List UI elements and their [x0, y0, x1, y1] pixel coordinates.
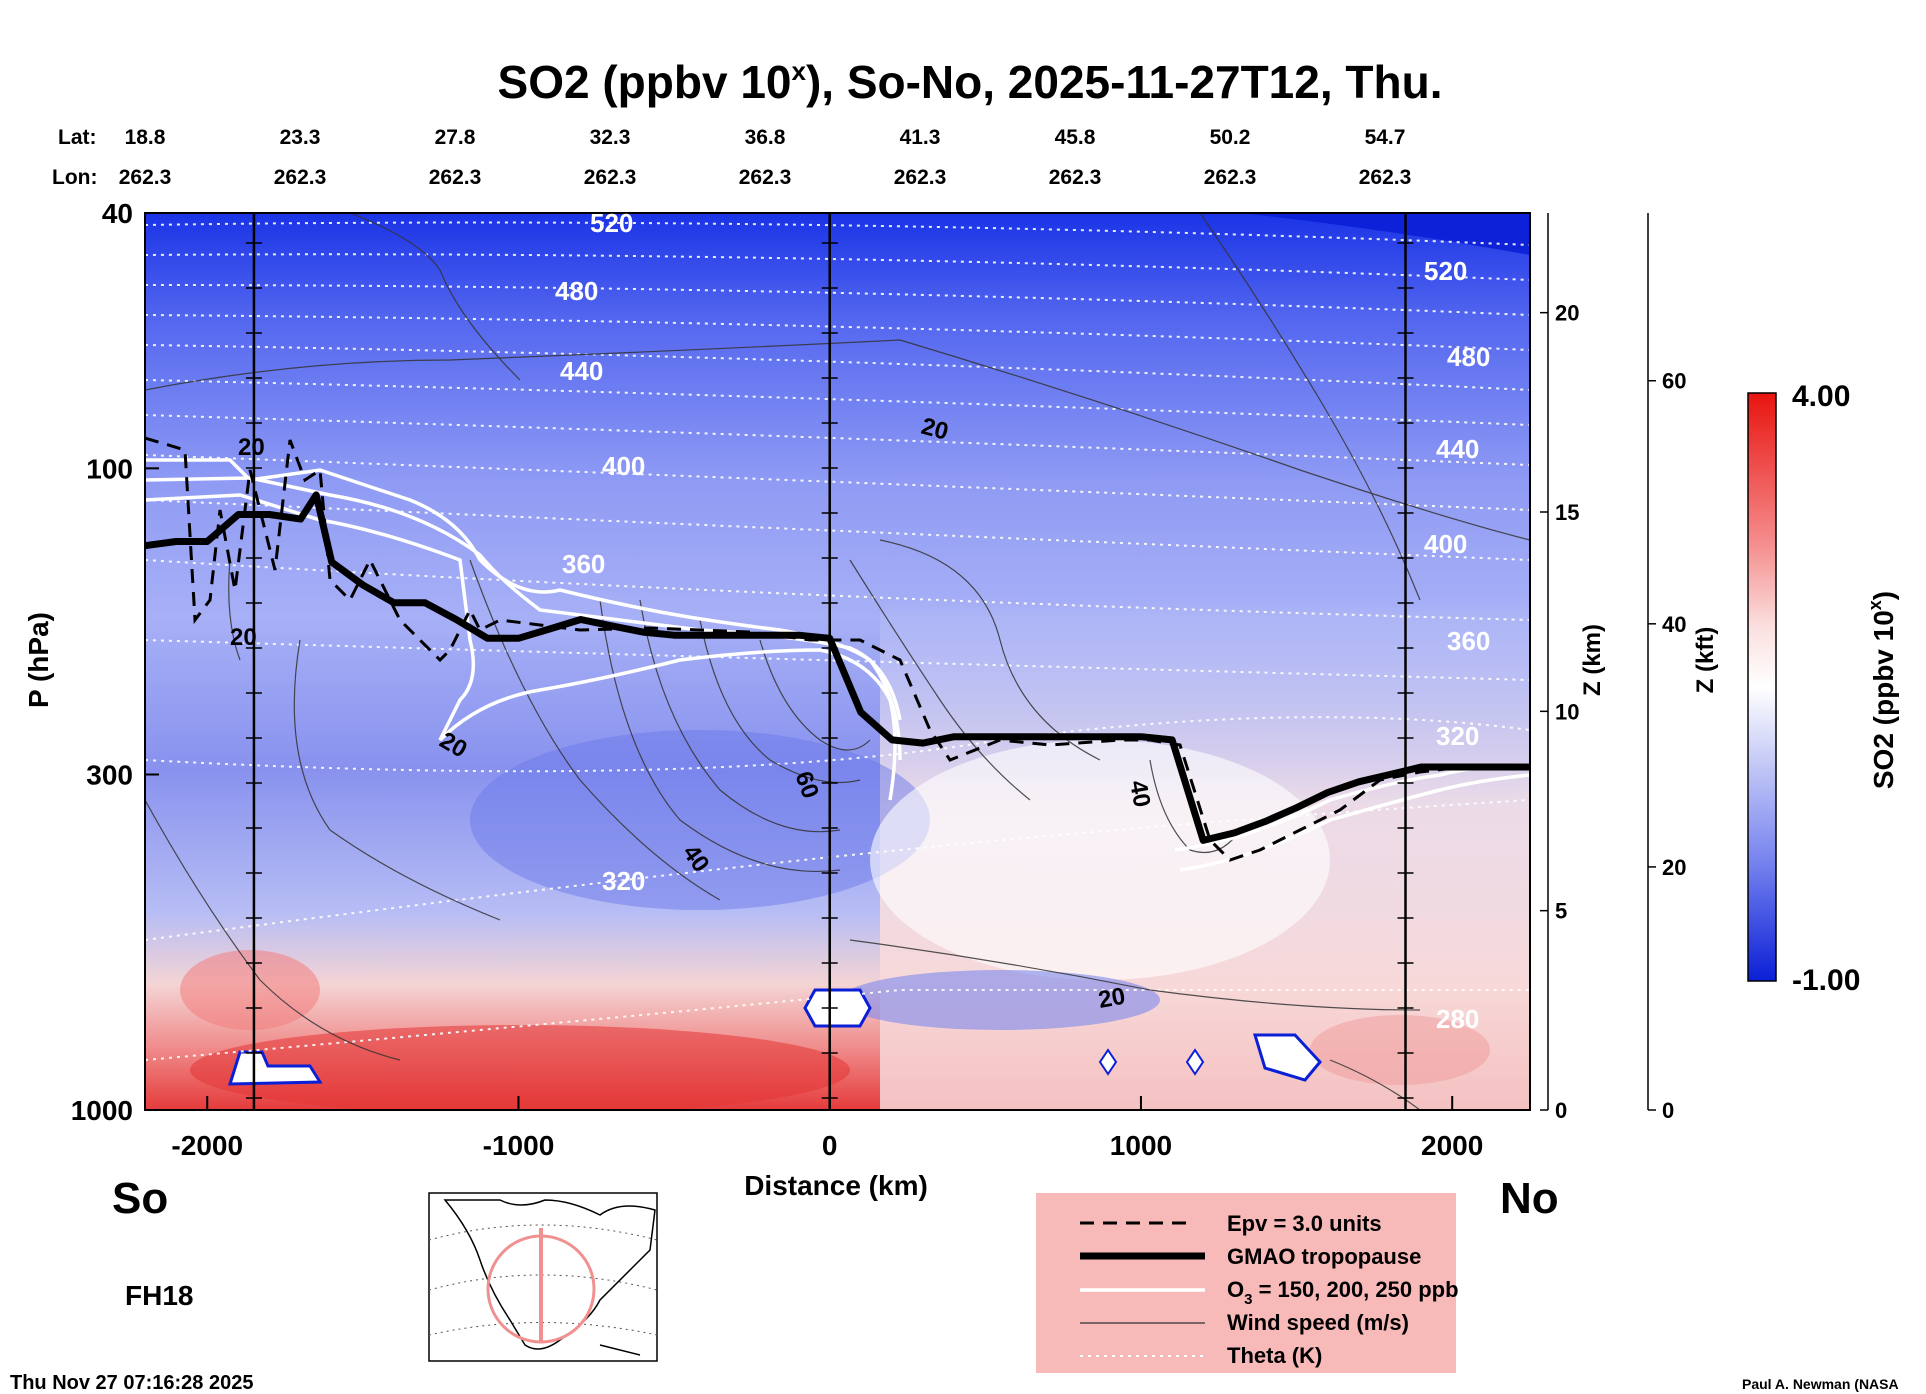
theta-label: 400	[602, 451, 645, 481]
south-label: So	[112, 1174, 168, 1223]
legend-label-wind: Wind speed (m/s)	[1227, 1310, 1409, 1335]
x-axis-label: Distance (km)	[744, 1170, 928, 1201]
x-tick-label: 1000	[1110, 1130, 1172, 1161]
z-kft-tick-label: 40	[1662, 612, 1686, 637]
z-km-tick-label: 0	[1555, 1098, 1567, 1123]
lat-value: 45.8	[1055, 126, 1096, 149]
lon-value: 262.3	[1049, 166, 1102, 189]
theta-label: 320	[1436, 721, 1479, 751]
lon-value: 262.3	[894, 166, 947, 189]
theta-label: 360	[562, 549, 605, 579]
theta-label: 440	[1436, 434, 1479, 464]
lat-value: 41.3	[900, 126, 941, 149]
y-tick-label: 100	[86, 453, 133, 484]
z-kft-tick-label: 0	[1662, 1098, 1674, 1123]
theta-label: 280	[1436, 1004, 1479, 1034]
lon-value: 262.3	[1204, 166, 1257, 189]
inset-map	[428, 1192, 658, 1362]
theta-label: 480	[555, 276, 598, 306]
z-kft-tick-label: 20	[1662, 855, 1686, 880]
theta-label: 520	[1424, 256, 1467, 286]
north-label: No	[1500, 1174, 1559, 1223]
plot-frame	[144, 212, 1531, 1111]
legend-label-epv: Epv = 3.0 units	[1227, 1211, 1382, 1236]
theta-labels: 520 480 440 400 360 320 520 480 440 400 …	[555, 208, 1490, 1034]
y-tick-label: 300	[86, 759, 133, 790]
y-axis-label: P (hPa)	[23, 612, 54, 708]
x-tick-label: -1000	[483, 1130, 555, 1161]
legend-label-o3: O3 = 150, 200, 250 ppb	[1227, 1277, 1459, 1308]
colorbar-label: SO2 (ppbv 10x)	[1865, 591, 1899, 789]
wind-label: 20	[1096, 983, 1127, 1014]
wind-label: 40	[1124, 778, 1155, 809]
lat-header: Lat:	[58, 126, 97, 149]
theta-label: 320	[602, 866, 645, 896]
y-tick-label: 1000	[71, 1095, 133, 1126]
y-tick-label: 40	[102, 198, 133, 229]
lon-value: 262.3	[429, 166, 482, 189]
lat-value: 36.8	[745, 126, 786, 149]
section-dividers	[245, 213, 1414, 1110]
lon-value: 262.3	[584, 166, 637, 189]
legend-label-theta: Theta (K)	[1227, 1343, 1322, 1368]
z-km-tick-label: 10	[1555, 699, 1579, 724]
theta-label: 440	[560, 356, 603, 386]
forecast-hour: FH18	[125, 1280, 193, 1311]
x-tick-label: 2000	[1421, 1130, 1483, 1161]
z-km-tick-label: 15	[1555, 500, 1579, 525]
theta-label: 480	[1447, 342, 1490, 372]
legend: Epv = 3.0 units GMAO tropopause O3 = 150…	[1036, 1193, 1459, 1373]
wind-label: 20	[230, 624, 257, 651]
lat-value: 50.2	[1210, 126, 1251, 149]
lat-value: 32.3	[590, 126, 631, 149]
lon-value: 262.3	[119, 166, 172, 189]
z-km-tick-label: 20	[1555, 301, 1579, 326]
lon-value: 262.3	[739, 166, 792, 189]
colorbar-max-label: 4.00	[1792, 380, 1850, 413]
theta-label: 360	[1447, 626, 1490, 656]
lat-value: 23.3	[280, 126, 321, 149]
lat-value: 54.7	[1365, 126, 1406, 149]
lon-header: Lon:	[52, 166, 97, 189]
z-kft-tick-label: 60	[1662, 369, 1686, 394]
z-km-tick-label: 5	[1555, 899, 1567, 924]
lon-value: 262.3	[1359, 166, 1412, 189]
chart-title: SO2 (ppbv 10x), So-No, 2025-11-27T12, Th…	[498, 56, 1443, 108]
y-axis: 40 100 300 1000	[71, 198, 159, 1126]
z-kft-axis: 0 20 40 60	[1647, 213, 1686, 1123]
gmao-tropopause-line	[144, 491, 1530, 844]
z-kft-label: Z (kft)	[1692, 627, 1719, 694]
x-tick-label: 0	[822, 1130, 838, 1161]
credit: Paul A. Newman (NASA	[1742, 1376, 1899, 1392]
timestamp: Thu Nov 27 07:16:28 2025	[10, 1372, 253, 1394]
x-tick-label: -2000	[171, 1130, 243, 1161]
lat-value: 18.8	[125, 126, 166, 149]
so2-field	[145, 213, 1530, 1110]
latlon-row: 18.8 23.3 27.8 32.3 36.8 41.3 45.8 50.2 54.7 262.…	[119, 126, 1412, 189]
wind-label: 20	[238, 434, 265, 461]
z-km-axis: 0 5 10 15 20	[1540, 213, 1579, 1123]
legend-label-tropopause: GMAO tropopause	[1227, 1244, 1421, 1269]
wind-contours	[145, 213, 1530, 1110]
x-axis: -2000 -1000 0 1000 2000	[171, 1096, 1483, 1161]
lat-value: 27.8	[435, 126, 476, 149]
theta-lines	[145, 221, 1530, 1061]
theta-label: 400	[1424, 529, 1467, 559]
z-km-label: Z (km)	[1579, 624, 1606, 696]
lon-value: 262.3	[274, 166, 327, 189]
theta-label: 520	[590, 208, 633, 238]
colorbar-min-label: -1.00	[1792, 964, 1860, 997]
colorbar	[1747, 392, 1777, 982]
